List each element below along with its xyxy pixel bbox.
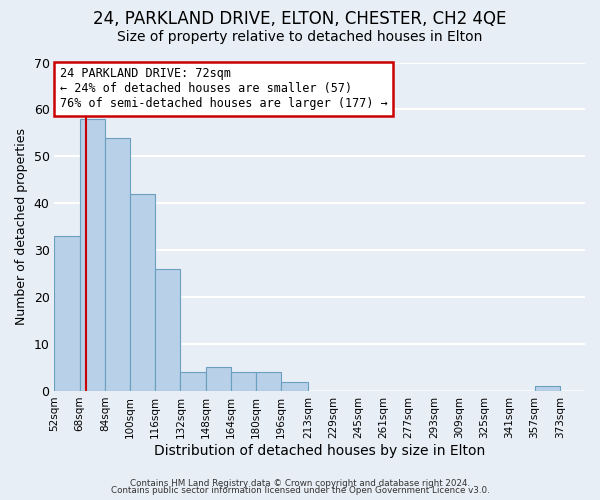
Bar (155, 269, 181, 391)
Bar (206, 368, 231, 391)
Text: 24 PARKLAND DRIVE: 72sqm
← 24% of detached houses are smaller (57)
76% of semi-d: 24 PARKLAND DRIVE: 72sqm ← 24% of detach… (60, 68, 388, 110)
Bar (281, 382, 308, 391)
Bar (231, 372, 256, 391)
Text: Contains public sector information licensed under the Open Government Licence v3: Contains public sector information licen… (110, 486, 490, 495)
Y-axis label: Number of detached properties: Number of detached properties (15, 128, 28, 325)
Text: 24, PARKLAND DRIVE, ELTON, CHESTER, CH2 4QE: 24, PARKLAND DRIVE, ELTON, CHESTER, CH2 … (94, 10, 506, 28)
Bar (105, 138, 130, 391)
Bar (55, 236, 80, 391)
Bar (80, 119, 105, 391)
Bar (130, 194, 155, 391)
X-axis label: Distribution of detached houses by size in Elton: Distribution of detached houses by size … (154, 444, 485, 458)
Bar (535, 386, 560, 391)
Bar (181, 372, 206, 391)
Text: Contains HM Land Registry data © Crown copyright and database right 2024.: Contains HM Land Registry data © Crown c… (130, 478, 470, 488)
Text: Size of property relative to detached houses in Elton: Size of property relative to detached ho… (118, 30, 482, 44)
Bar (256, 372, 281, 391)
